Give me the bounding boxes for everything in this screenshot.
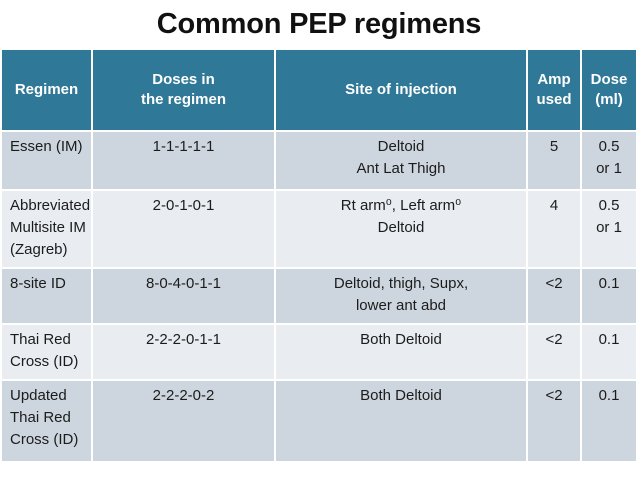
pep-regimens-table: Regimen Doses in the regimen Site of inj… xyxy=(0,48,638,463)
cell-site: Deltoid Ant Lat Thigh xyxy=(276,132,526,189)
column-header-regimen: Regimen xyxy=(2,50,91,130)
column-header-dose-ml: Dose (ml) xyxy=(582,50,636,130)
table-row: Updated Thai Red Cross (ID) 2-2-2-0-2 Bo… xyxy=(2,381,636,461)
cell-amp-used: <2 xyxy=(528,325,580,379)
cell-regimen: Abbreviated Multisite IM (Zagreb) xyxy=(2,191,91,267)
column-header-amp-used: Amp used xyxy=(528,50,580,130)
cell-amp-used: <2 xyxy=(528,269,580,323)
cell-dose-ml: 0.1 xyxy=(582,381,636,461)
column-header-doses: Doses in the regimen xyxy=(93,50,274,130)
cell-site: Rt arm⁰, Left arm⁰ Deltoid xyxy=(276,191,526,267)
cell-doses: 8-0-4-0-1-1 xyxy=(93,269,274,323)
cell-doses: 1-1-1-1-1 xyxy=(93,132,274,189)
page-title: Common PEP regimens xyxy=(156,8,482,40)
cell-dose-ml: 0.1 xyxy=(582,325,636,379)
table-row: Abbreviated Multisite IM (Zagreb) 2-0-1-… xyxy=(2,191,636,267)
table-row: 8-site ID 8-0-4-0-1-1 Deltoid, thigh, Su… xyxy=(2,269,636,323)
cell-regimen: 8-site ID xyxy=(2,269,91,323)
cell-dose-ml: 0.5 or 1 xyxy=(582,132,636,189)
cell-site: Both Deltoid xyxy=(276,381,526,461)
cell-regimen: Updated Thai Red Cross (ID) xyxy=(2,381,91,461)
cell-doses: 2-2-2-0-2 xyxy=(93,381,274,461)
table-row: Thai Red Cross (ID) 2-2-2-0-1-1 Both Del… xyxy=(2,325,636,379)
cell-doses: 2-2-2-0-1-1 xyxy=(93,325,274,379)
cell-amp-used: 5 xyxy=(528,132,580,189)
cell-amp-used: 4 xyxy=(528,191,580,267)
table-row: Essen (IM) 1-1-1-1-1 Deltoid Ant Lat Thi… xyxy=(2,132,636,189)
column-header-site: Site of injection xyxy=(276,50,526,130)
cell-dose-ml: 0.1 xyxy=(582,269,636,323)
cell-regimen: Essen (IM) xyxy=(2,132,91,189)
cell-dose-ml: 0.5 or 1 xyxy=(582,191,636,267)
cell-site: Both Deltoid xyxy=(276,325,526,379)
table-header-row: Regimen Doses in the regimen Site of inj… xyxy=(2,50,636,130)
cell-site: Deltoid, thigh, Supx, lower ant abd xyxy=(276,269,526,323)
cell-amp-used: <2 xyxy=(528,381,580,461)
cell-doses: 2-0-1-0-1 xyxy=(93,191,274,267)
cell-regimen: Thai Red Cross (ID) xyxy=(2,325,91,379)
